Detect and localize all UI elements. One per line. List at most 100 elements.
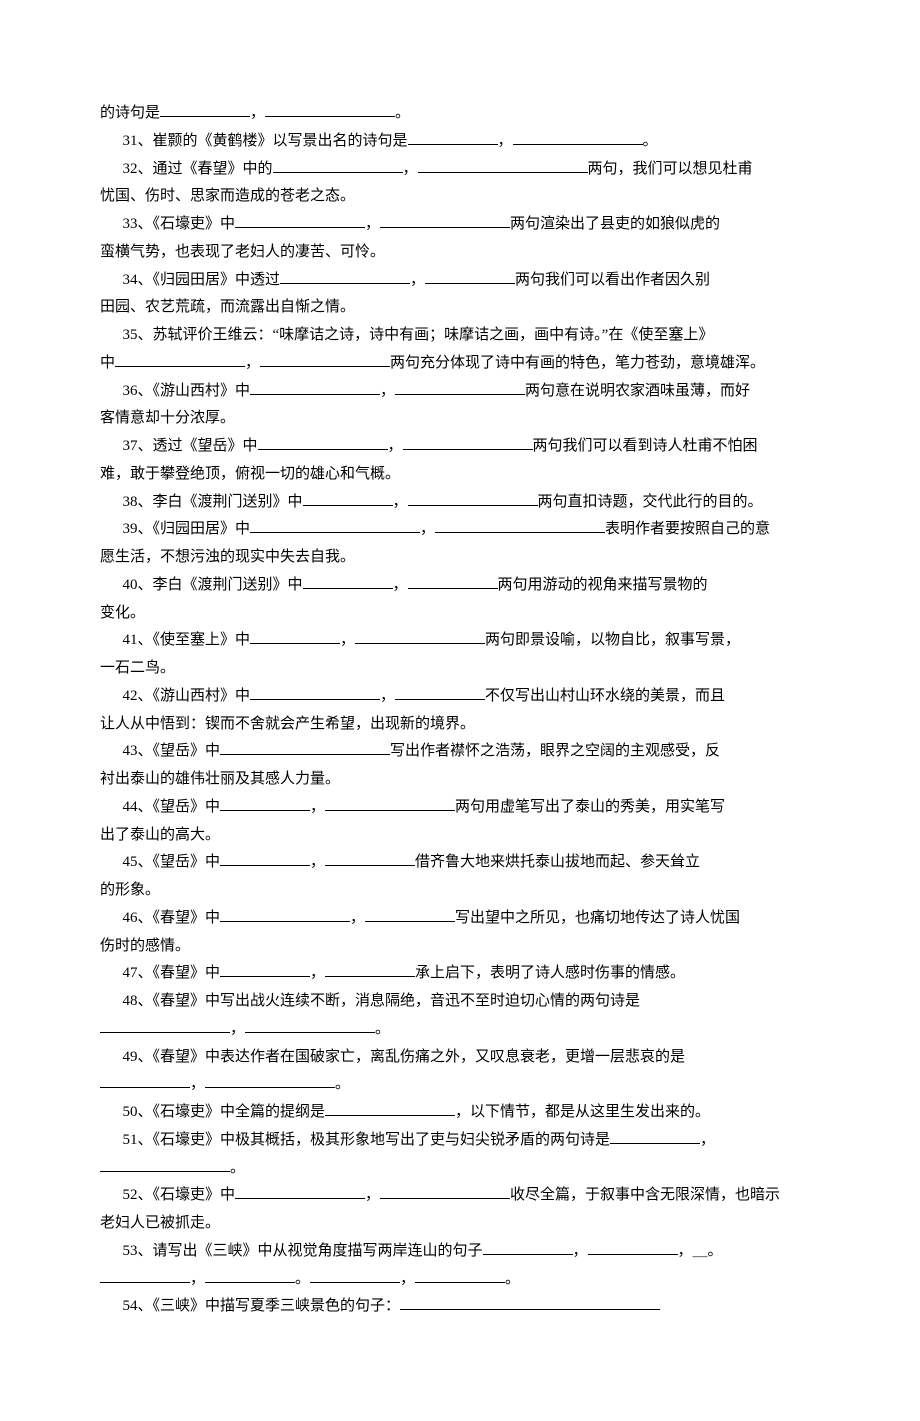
- item-49-cont: ，。: [100, 1071, 820, 1099]
- item-36: 36、《游山西村》中，两句意在说明农家酒味虽薄，而好: [100, 378, 820, 406]
- item-48: 48、《春望》中写出战火连续不断，消息隔绝，音迅不至时迫切心情的两句诗是: [100, 988, 820, 1016]
- text: ，: [310, 799, 325, 815]
- blank: [355, 629, 485, 644]
- blank: [265, 102, 395, 117]
- blank: [325, 962, 415, 977]
- blank: [303, 491, 393, 506]
- item-43-cont: 衬出泰山的雄伟壮丽及其感人力量。: [100, 766, 820, 794]
- text: ，: [380, 688, 395, 704]
- blank: [403, 435, 533, 450]
- blank: [365, 907, 455, 922]
- blank: [205, 1073, 335, 1088]
- blank: [235, 1184, 365, 1199]
- text: 48、《春望》中写出战火连续不断，消息隔绝，音迅不至时迫切心情的两句诗是: [123, 993, 641, 1009]
- item-39: 39、《归园田居》中 ， 表明作者要按照自己的意: [100, 516, 820, 544]
- text: 38、李白《渡荆门送别》中: [123, 494, 303, 510]
- text: 。: [505, 1271, 520, 1287]
- text: ，: [190, 1271, 205, 1287]
- blank: [100, 1073, 190, 1088]
- text: 出了泰山的高大。: [100, 827, 220, 843]
- item-46: 46、《春望》中，写出望中之所见，也痛切地传达了诗人忧国: [100, 905, 820, 933]
- text: ，: [393, 494, 408, 510]
- text: ，: [310, 965, 325, 981]
- text: 两句用虚笔写出了泰山的秀美，用实笔写: [455, 799, 725, 815]
- text: 表明作者要按照自己的意: [605, 521, 770, 537]
- text: 44、《望岳》中: [123, 799, 221, 815]
- item-51: 51、《石壕吏》中极其概括，极其形象地写出了吏与妇尖锐矛盾的两句诗是，: [100, 1127, 820, 1155]
- blank: [400, 1295, 660, 1310]
- blank: [435, 518, 605, 533]
- item-45: 45、《望岳》中，借齐鲁大地来烘托泰山拔地而起、参天耸立: [100, 849, 820, 877]
- blank: [220, 796, 310, 811]
- text: ，: [700, 1132, 715, 1148]
- text: 让人从中悟到：锲而不舍就会产生希望，出现新的境界。: [100, 716, 475, 732]
- item-52-cont: 老妇人已被抓走。: [100, 1210, 820, 1238]
- item-48-cont: ，。: [100, 1016, 820, 1044]
- item-46-cont: 伤时的感情。: [100, 933, 820, 961]
- text: 忧国、伤时、思家而造成的苍老之态。: [100, 188, 355, 204]
- text: 。: [335, 1076, 350, 1092]
- text: 45、《望岳》中: [123, 854, 221, 870]
- item-30-cont: 的诗句是，。: [100, 100, 820, 128]
- text: 36、《游山西村》中: [123, 383, 251, 399]
- text: 35、苏轼评价王维云：“味摩诘之诗，诗中有画；味摩诘之画，画中有诗。”在《使至塞…: [123, 327, 714, 343]
- blank: [425, 269, 515, 284]
- item-44: 44、《望岳》中 ， 两句用虚笔写出了泰山的秀美，用实笔写: [100, 794, 820, 822]
- blank: [418, 158, 588, 173]
- text: ，: [420, 521, 435, 537]
- text: 两句，我们可以想见杜甫: [588, 161, 753, 177]
- blank: [220, 740, 390, 755]
- text: 31、崔颢的《黄鹤楼》以写景出名的诗句是: [123, 133, 408, 149]
- document-page: 的诗句是，。 31、崔颢的《黄鹤楼》以写景出名的诗句是，。 32、通过《春望》中…: [100, 100, 820, 1321]
- text: ，: [365, 1187, 380, 1203]
- text: 49、《春望》中表达作者在国破家亡，离乱伤痛之外，又叹息衰老，更增一层悲哀的是: [123, 1049, 686, 1065]
- text: ，: [190, 1076, 205, 1092]
- item-32-cont: 忧国、伤时、思家而造成的苍老之态。: [100, 183, 820, 211]
- item-32: 32、通过《春望》中的，两句，我们可以想见杜甫: [100, 156, 820, 184]
- text: 田园、农艺荒疏，而流露出自惭之情。: [100, 299, 355, 315]
- item-44-cont: 出了泰山的高大。: [100, 822, 820, 850]
- text: 两句充分体现了诗中有画的特色，笔力苍劲，意境雄浑。: [390, 355, 765, 371]
- blank: [513, 130, 643, 145]
- text: 两句渲染出了县吏的如狼似虎的: [510, 216, 720, 232]
- item-31: 31、崔颢的《黄鹤楼》以写景出名的诗句是，。: [100, 128, 820, 156]
- text: 蛮横气势，也表现了老妇人的凄苦、可怜。: [100, 244, 385, 260]
- text: ，: [403, 161, 418, 177]
- text: ，: [310, 854, 325, 870]
- item-42-cont: 让人从中悟到：锲而不舍就会产生希望，出现新的境界。: [100, 711, 820, 739]
- text: 两句用游动的视角来描写景物的: [498, 577, 708, 593]
- text: 中: [100, 355, 115, 371]
- item-37: 37、透过《望岳》中，两句我们可以看到诗人杜甫不怕困: [100, 433, 820, 461]
- item-51-cont: 。: [100, 1155, 820, 1183]
- text: ，: [410, 272, 425, 288]
- blank: [258, 435, 388, 450]
- item-53: 53、请写出《三峡》中从视觉角度描写两岸连山的句子，，＿。: [100, 1238, 820, 1266]
- blank: [260, 352, 390, 367]
- item-34-cont: 田园、农艺荒疏，而流露出自惭之情。: [100, 294, 820, 322]
- text: 承上启下，表明了诗人感时伤事的情感。: [415, 965, 685, 981]
- text: 39、《归园田居》中: [123, 521, 251, 537]
- item-38: 38、李白《渡荆门送别》中，两句直扣诗题，交代此行的目的。: [100, 489, 820, 517]
- item-50: 50、《石壕吏》中全篇的提纲是，以下情节，都是从这里生发出来的。: [100, 1099, 820, 1127]
- text: 34、《归园田居》中透过: [123, 272, 281, 288]
- item-41: 41、《使至塞上》中，两句即景设喻，以物自比，叙事写景，: [100, 627, 820, 655]
- item-43: 43、《望岳》中写出作者襟怀之浩荡，眼界之空阔的主观感受，反: [100, 738, 820, 766]
- text: 两句我们可以看到诗人杜甫不怕困: [533, 438, 758, 454]
- text: 两句即景设喻，以物自比，叙事写景，: [485, 632, 740, 648]
- text: 的形象。: [100, 882, 160, 898]
- blank: [325, 1101, 455, 1116]
- item-37-cont: 难，敢于攀登绝顶，俯视一切的雄心和气概。: [100, 461, 820, 489]
- text: 老妇人已被抓走。: [100, 1215, 220, 1231]
- item-41-cont: 一石二鸟。: [100, 655, 820, 683]
- blank: [250, 518, 420, 533]
- text: ，: [573, 1243, 588, 1259]
- blank: [408, 491, 538, 506]
- item-39-cont: 愿生活，不想污浊的现实中失去自我。: [100, 544, 820, 572]
- blank: [220, 851, 310, 866]
- blank: [250, 380, 380, 395]
- text: ，: [350, 910, 365, 926]
- blank: [395, 380, 525, 395]
- item-42: 42、《游山西村》中，不仅写出山村山环水绕的美景，而且: [100, 683, 820, 711]
- text: 写出望中之所见，也痛切地传达了诗人忧国: [455, 910, 740, 926]
- item-36-cont: 客情意却十分浓厚。: [100, 405, 820, 433]
